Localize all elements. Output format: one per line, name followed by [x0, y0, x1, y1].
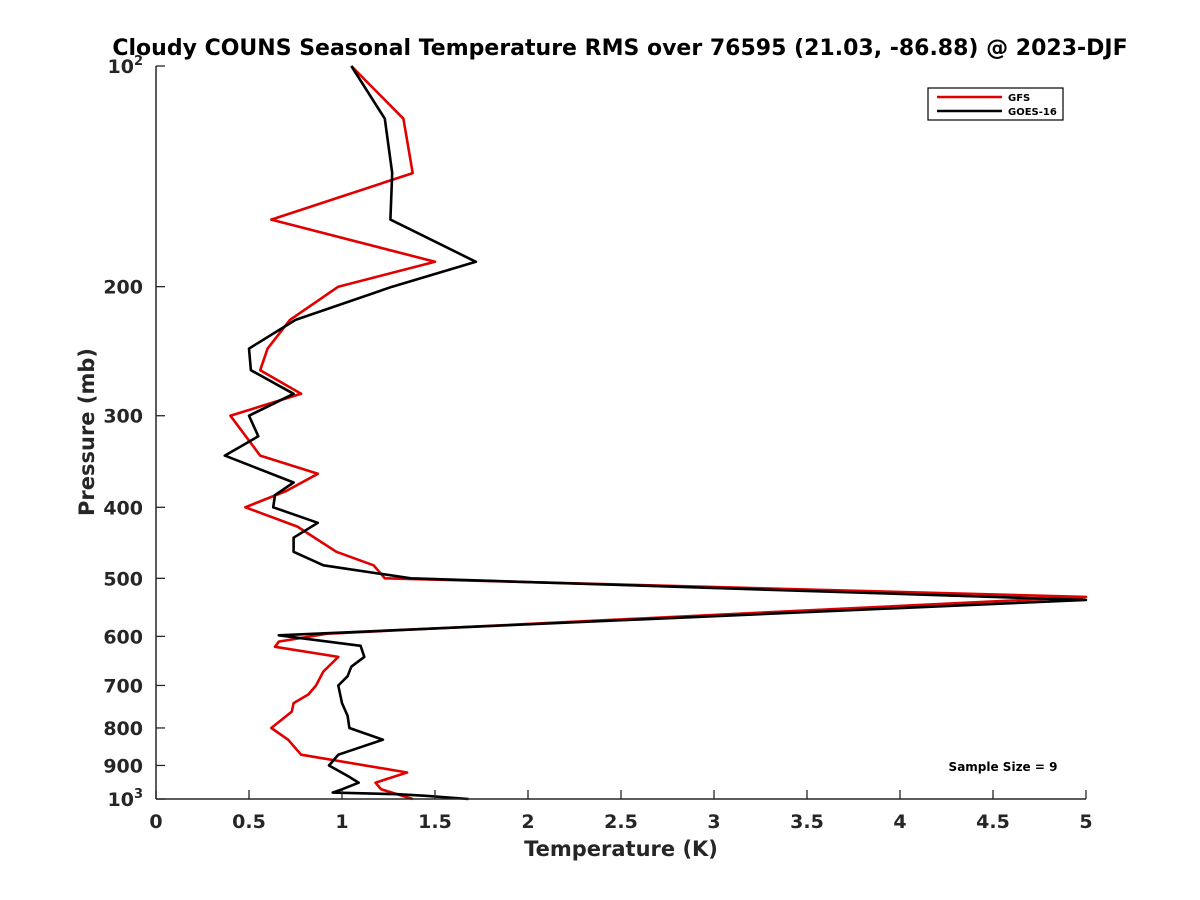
y-tick-label: 700: [103, 675, 143, 697]
y-tick-label: 102: [108, 54, 144, 78]
x-tick-label: 2: [521, 811, 534, 833]
x-tick-label: 4: [893, 811, 906, 833]
series-layer: [223, 65, 1088, 801]
legend-box: [927, 87, 1064, 121]
series-line-gfs: [229, 65, 1088, 801]
x-tick-label: 2.5: [604, 811, 638, 833]
x-tick-label: 3: [707, 811, 720, 833]
y-axis-label: Pressure (mb): [75, 348, 99, 516]
y-tick-label: 900: [103, 755, 143, 777]
x-tick-label: 1.5: [418, 811, 452, 833]
chart-title: Cloudy COUNS Seasonal Temperature RMS ov…: [112, 36, 1127, 61]
legend-label-goes16: GOES-16: [1008, 107, 1057, 118]
x-tick-label: 3.5: [790, 811, 824, 833]
sample-size-annotation: Sample Size = 9: [949, 760, 1058, 774]
y-tick-label: 103: [108, 787, 144, 811]
legend: GFS GOES-16: [927, 87, 1064, 121]
y-tick-label: 400: [103, 497, 143, 519]
legend-label-gfs: GFS: [1008, 93, 1030, 104]
x-ticks: 0 0.5 1 1.5 2 2.5 3 3.5 4 4.5 5: [149, 790, 1093, 833]
y-tick-label: 500: [103, 568, 143, 590]
y-tick-label: 800: [103, 718, 143, 740]
x-axis-label: Temperature (K): [524, 837, 718, 861]
y-tick-label: 600: [103, 626, 143, 648]
x-tick-label: 0.5: [232, 811, 266, 833]
y-tick-label: 300: [103, 406, 143, 428]
x-tick-label: 1: [335, 811, 348, 833]
x-tick-label: 5: [1079, 811, 1092, 833]
x-tick-label: 0: [149, 811, 162, 833]
y-ticks: 102 200 300 400 500 600 700 800 900 103: [103, 54, 165, 811]
series-line-goes16: [223, 65, 1088, 801]
y-tick-label: 200: [103, 277, 143, 299]
axes-layer: [155, 66, 1086, 800]
x-tick-label: 4.5: [976, 811, 1010, 833]
